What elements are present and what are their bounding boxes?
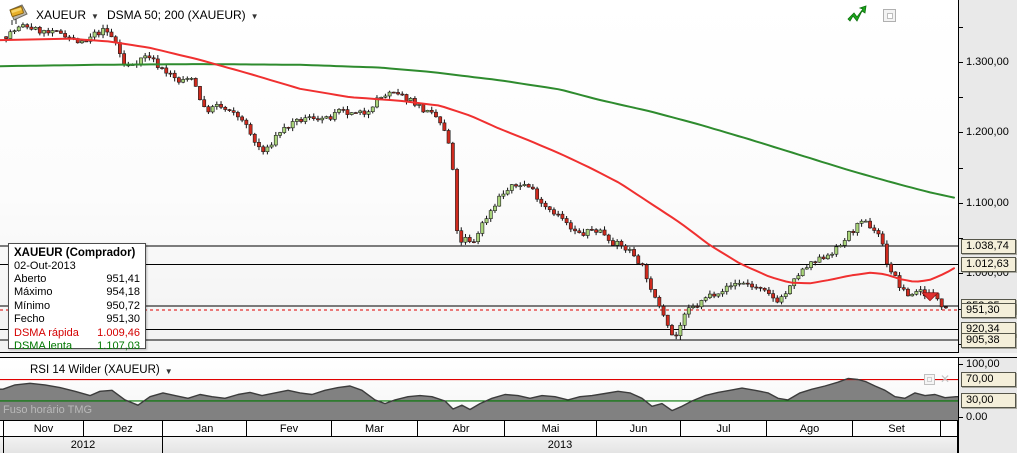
chevron-down-icon: ▼ (164, 366, 173, 376)
price-chart-panel[interactable]: XAUEUR ▼ DSMA 50; 200 (XAUEUR) ▼ XAUEUR … (0, 0, 958, 353)
month-cell-nov: Nov (3, 421, 84, 436)
tooltip-row: Mínimo 950,72 (14, 300, 140, 313)
tooltip-date: 02-Out-2013 (14, 260, 76, 272)
price-axis-label: 1.300,00 (966, 56, 1009, 68)
price-chart-canvas[interactable] (0, 0, 958, 353)
green-trend-arrow-icon[interactable] (847, 5, 867, 26)
edit-level-glyph (927, 377, 932, 382)
month-cell-mar: Mar (332, 421, 418, 436)
price-level-badge: 1.038,74 (961, 239, 1016, 254)
gold-bar-icon (6, 4, 28, 26)
price-level-badge: 951,30 (961, 303, 1016, 318)
year-cell-2013: 2013 (163, 437, 958, 453)
price-axis[interactable]: 1.300,00 1.200,00 1.100,00 1.000,00 1.038,74… (958, 0, 1017, 353)
month-cell-jul: Jul (681, 421, 767, 436)
edit-level-button[interactable] (924, 374, 935, 385)
indicator-selector[interactable]: DSMA 50; 200 (XAUEUR) ▼ (107, 8, 259, 22)
tooltip-row-value: 954,18 (106, 286, 140, 299)
indicator-label: DSMA 50; 200 (XAUEUR) (106, 8, 246, 22)
symbol-selector[interactable]: XAUEUR ▼ (36, 8, 99, 22)
month-cell-fev: Fev (247, 421, 332, 436)
symbol-label: XAUEUR (36, 8, 87, 22)
rsi-panel[interactable]: RSI 14 Wilder (XAUEUR) ▼ ✕ Fuso horário … (0, 358, 958, 420)
tooltip-row-value: 1.009,46 (97, 326, 140, 339)
tooltip-row: Aberto 951,41 (14, 273, 140, 286)
price-axis-tick (959, 168, 963, 169)
years-row[interactable]: 2012 2013 (0, 437, 958, 453)
tooltip-row-label: Aberto (14, 273, 47, 285)
price-axis-label: 1.200,00 (966, 126, 1009, 138)
price-axis-tick (959, 62, 963, 63)
tooltip-rows: Aberto 951,41 Máximo 954,18 Mínimo 950,72 Fech… (14, 273, 140, 353)
price-axis-tick (959, 203, 963, 204)
rsi-level-badge: 30,00 (961, 393, 1016, 408)
tooltip-row: DSMA rápida 1.009,46 (14, 327, 140, 340)
tooltip-row-value: 1.107,03 (97, 340, 140, 353)
panel-splitter[interactable] (0, 353, 1017, 358)
tooltip-row: Fecho 951,30 (14, 313, 140, 326)
rsi-axis-label: 100,00 (966, 358, 1000, 370)
month-cell-mai: Mai (505, 421, 597, 436)
tooltip-row-label: Máximo (14, 286, 53, 299)
month-cell-partial (941, 421, 958, 436)
window-controls (847, 5, 896, 26)
chevron-down-icon: ▼ (91, 11, 99, 21)
time-axis[interactable]: Nov Dez Jan Fev Mar Abr Mai Jun Jul Ago Set 2012 20… (0, 420, 1017, 453)
rsi-line-controls: ✕ (924, 372, 951, 386)
data-window-tooltip: XAUEUR (Comprador) 02-Out-2013 Aberto 951… (8, 243, 146, 352)
axis-corner (958, 420, 1017, 453)
chevron-down-icon: ▼ (250, 11, 259, 21)
tooltip-row-label: Mínimo (14, 299, 51, 312)
rsi-axis[interactable]: 100,00 0,00 70,00 30,00 (958, 358, 1017, 423)
months-row[interactable]: Nov Dez Jan Fev Mar Abr Mai Jun Jul Ago Set (0, 420, 958, 437)
month-cell-dez: Dez (84, 421, 163, 436)
price-axis-tick (959, 97, 963, 98)
price-level-badge: 905,38 (961, 333, 1016, 348)
month-cell-jan: Jan (163, 421, 247, 436)
tooltip-title: XAUEUR (Comprador) (14, 247, 136, 259)
tooltip-row: Máximo 954,18 (14, 286, 140, 299)
year-cell-2012: 2012 (3, 437, 163, 453)
month-cell-set: Set (853, 421, 941, 436)
tooltip-row-label: Fecho (14, 313, 45, 326)
price-level-badge: 1.012,63 (961, 257, 1016, 272)
delete-level-icon[interactable]: ✕ (940, 372, 951, 386)
tooltip-row-label: DSMA rápida (14, 326, 79, 339)
chart-header: XAUEUR ▼ DSMA 50; 200 (XAUEUR) ▼ (6, 4, 259, 26)
tooltip-row-label: DSMA lenta (14, 340, 73, 353)
price-axis-tick (959, 27, 963, 28)
rsi-axis-tick (959, 364, 963, 365)
month-cell-jun: Jun (597, 421, 681, 436)
rsi-chart-canvas[interactable] (0, 358, 958, 420)
rsi-axis-tick (959, 417, 963, 418)
tooltip-row: DSMA lenta 1.107,03 (14, 340, 140, 353)
timezone-watermark: Fuso horário TMG (3, 404, 93, 416)
price-axis-tick (959, 132, 963, 133)
rsi-level-badge: 70,00 (961, 372, 1016, 387)
price-axis-tick (959, 238, 963, 239)
rsi-indicator-selector[interactable]: RSI 14 Wilder (XAUEUR) ▼ (30, 364, 173, 376)
month-cell-abr: Abr (418, 421, 505, 436)
price-axis-tick (959, 273, 963, 274)
restore-window-button[interactable] (883, 9, 896, 22)
restore-window-glyph (886, 12, 893, 19)
tooltip-row-value: 950,72 (106, 299, 140, 312)
month-cell-ago: Ago (767, 421, 853, 436)
rsi-label: RSI 14 Wilder (XAUEUR) (30, 364, 160, 376)
price-axis-label: 1.100,00 (966, 197, 1009, 209)
tooltip-row-value: 951,30 (106, 313, 140, 326)
tooltip-row-value: 951,41 (106, 273, 140, 285)
